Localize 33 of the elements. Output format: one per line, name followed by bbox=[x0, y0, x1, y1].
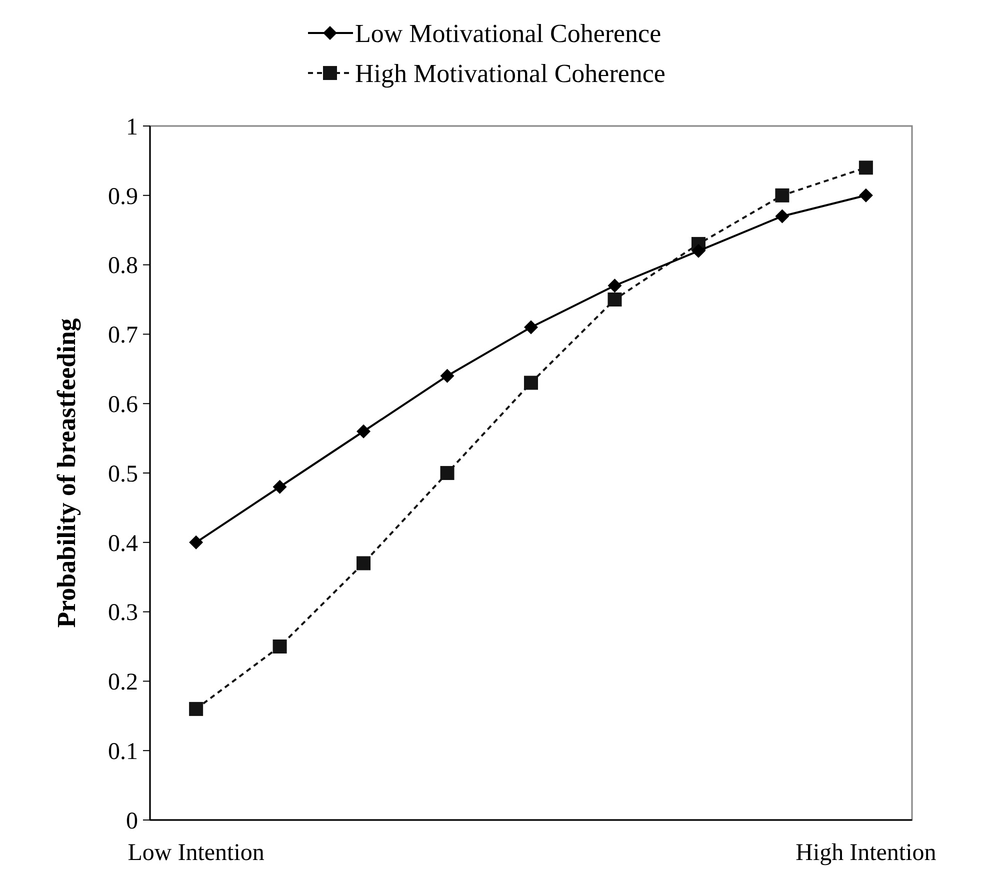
point bbox=[356, 424, 371, 438]
legend-label: High Motivational Coherence bbox=[355, 59, 666, 88]
point bbox=[775, 209, 790, 224]
y-tick-label: 0.1 bbox=[108, 739, 138, 765]
y-tick-label: 0.8 bbox=[108, 253, 138, 280]
point bbox=[272, 640, 287, 654]
point bbox=[858, 160, 873, 175]
point bbox=[189, 535, 204, 550]
y-tick-label: 0.4 bbox=[108, 530, 138, 557]
x-tick-label: Low Intention bbox=[128, 840, 264, 866]
point bbox=[440, 466, 454, 480]
point bbox=[775, 188, 790, 202]
y-tick-label: 0.9 bbox=[108, 184, 138, 210]
point bbox=[608, 292, 622, 306]
point bbox=[272, 480, 287, 494]
y-tick-label: 0.2 bbox=[108, 670, 138, 696]
y-tick-label: 0.7 bbox=[108, 322, 138, 349]
y-axis-title: Probability of breastfeeding bbox=[52, 318, 81, 628]
y-tick-label: 0.6 bbox=[108, 392, 138, 418]
y-tick-label: 1 bbox=[126, 114, 138, 140]
y-tick-label: 0.3 bbox=[108, 600, 138, 626]
y-tick-label: 0.5 bbox=[108, 461, 138, 488]
legend-label: Low Motivational Coherence bbox=[355, 19, 662, 48]
point bbox=[691, 244, 706, 258]
y-tick-label: 0 bbox=[126, 808, 138, 834]
x-tick-label: High Intention bbox=[796, 840, 936, 866]
point bbox=[356, 556, 371, 570]
point bbox=[524, 376, 538, 390]
point bbox=[440, 368, 454, 383]
point bbox=[858, 188, 873, 202]
point bbox=[608, 278, 622, 293]
point bbox=[189, 702, 204, 716]
point bbox=[524, 320, 538, 334]
